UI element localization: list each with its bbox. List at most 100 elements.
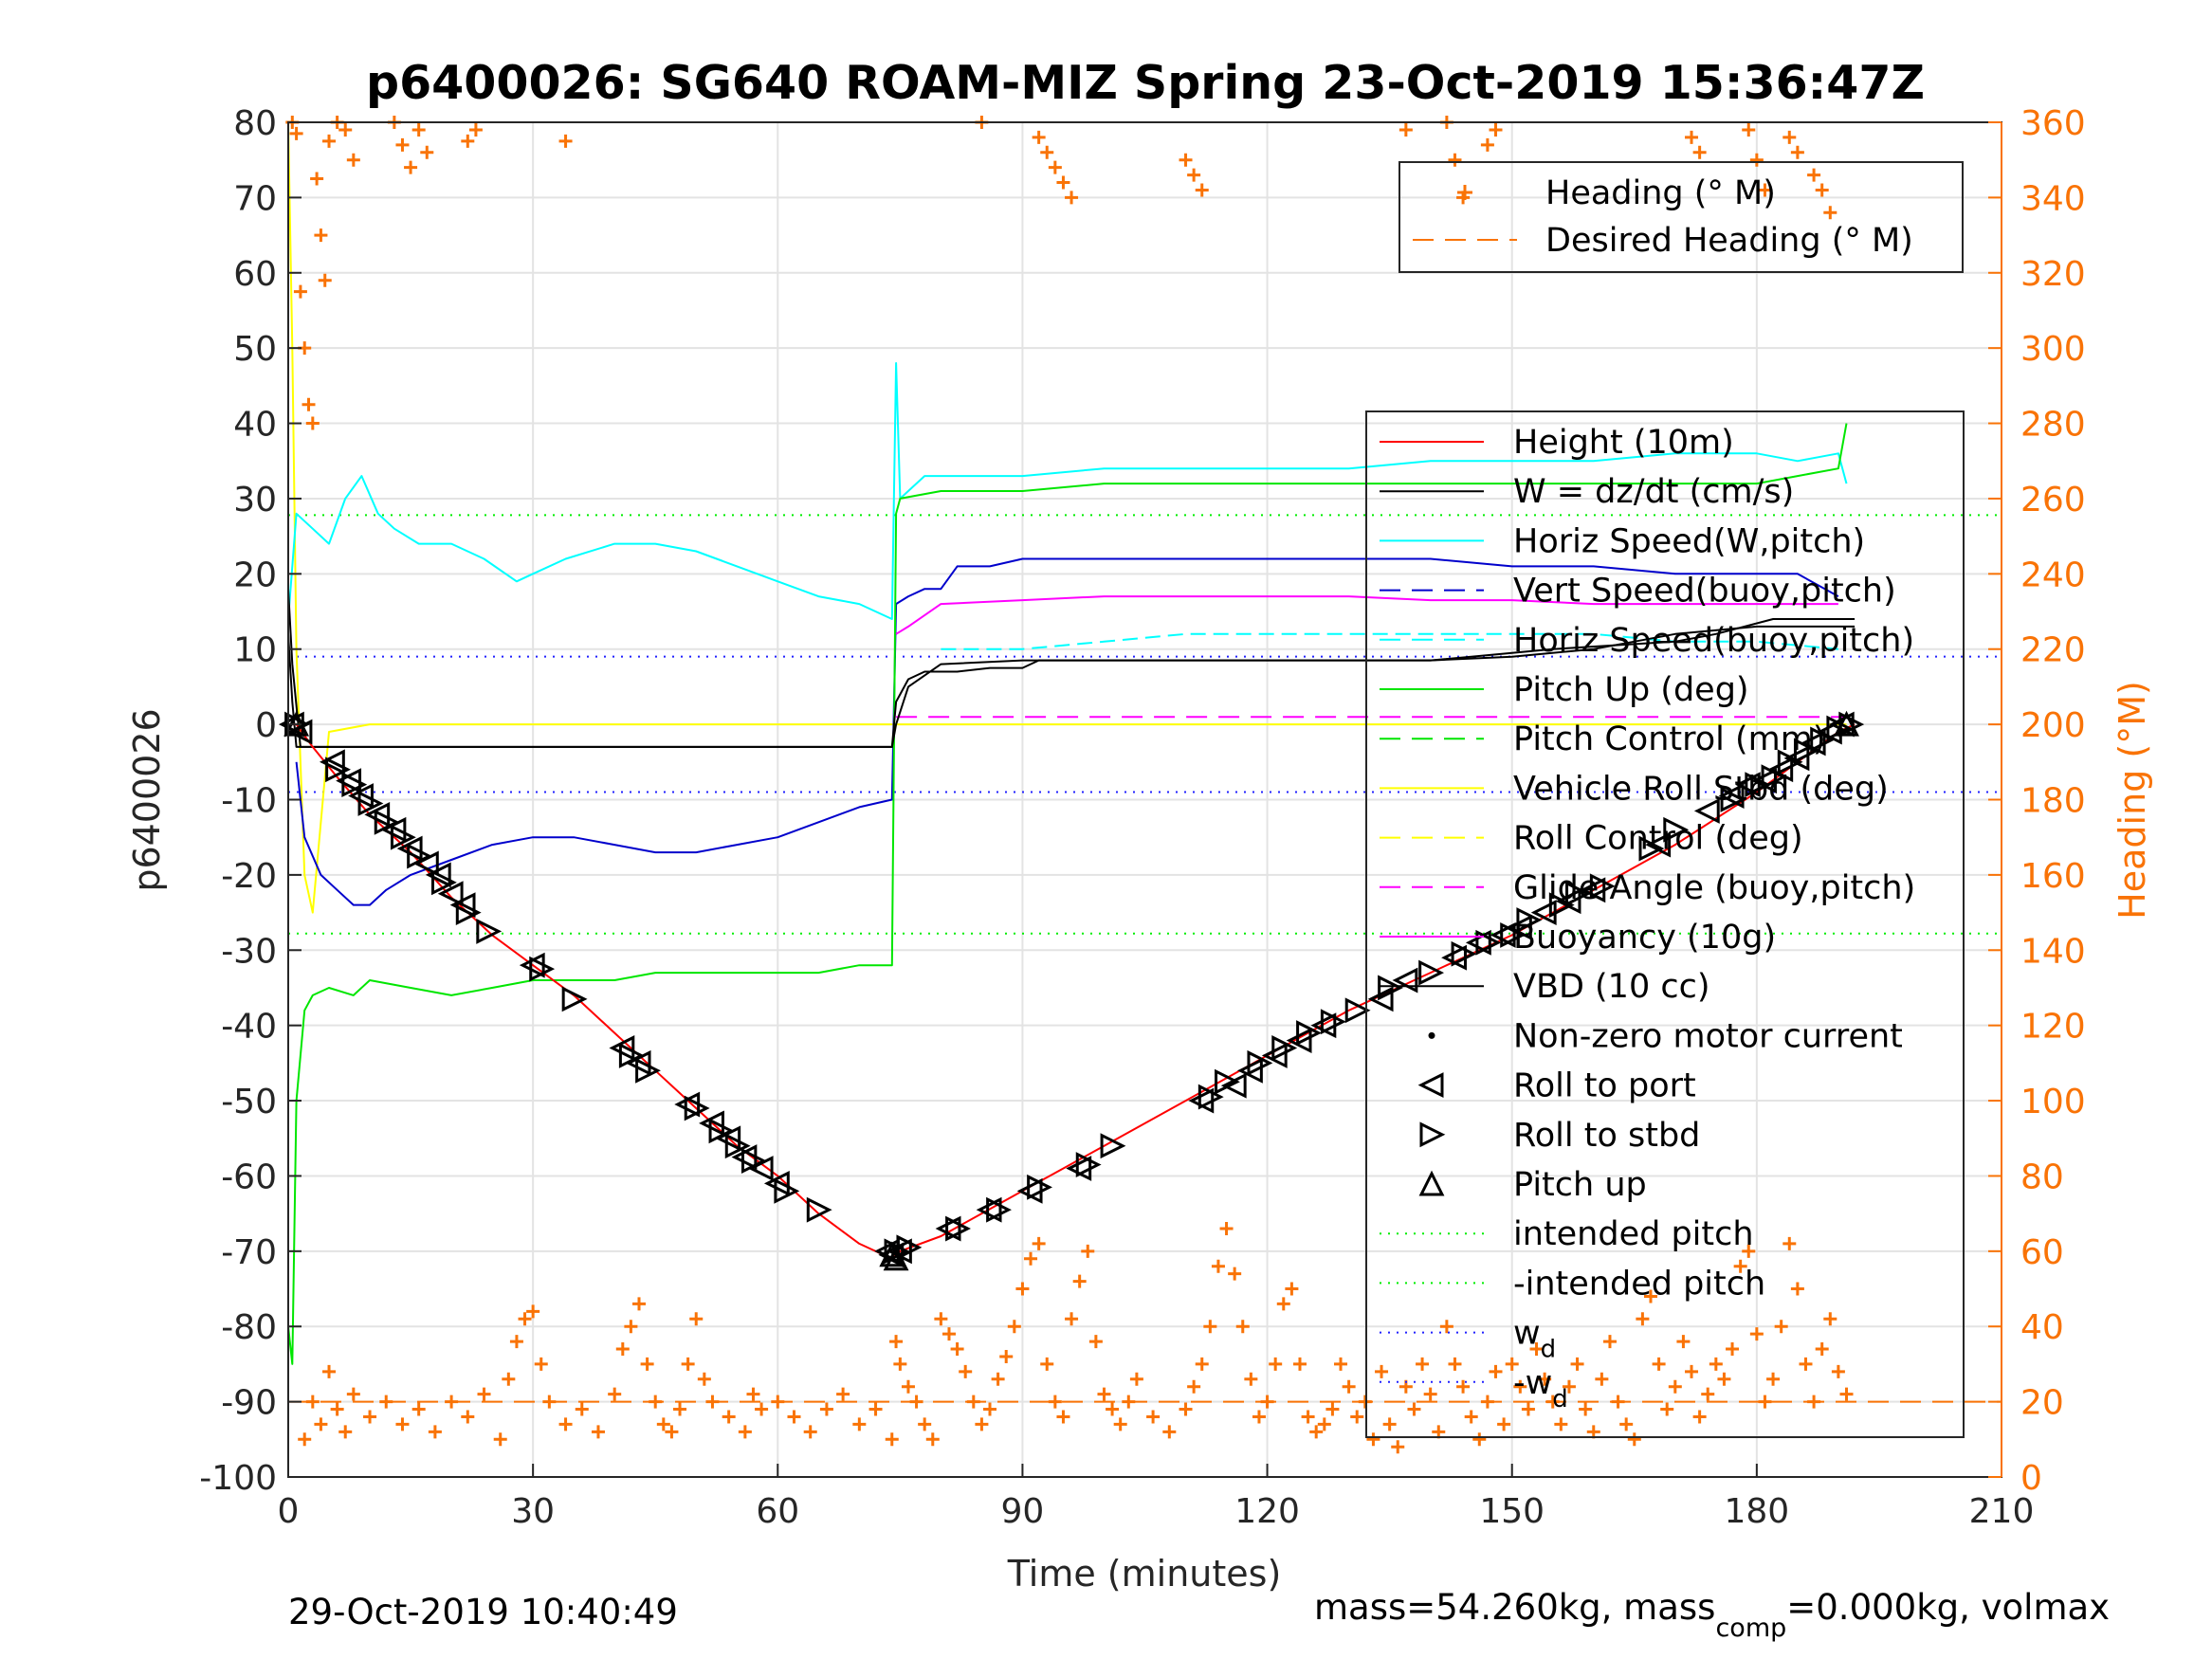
heading-marker (404, 160, 418, 174)
heading-marker (941, 1327, 956, 1341)
heading-marker (1448, 153, 1462, 167)
heading-marker (395, 137, 410, 152)
heading-marker (1489, 1364, 1503, 1378)
heading-marker (1513, 1379, 1527, 1394)
heading-marker (1228, 1267, 1242, 1281)
roll-stbd-marker (407, 843, 433, 869)
heading-marker (925, 1432, 940, 1447)
heading-marker (624, 1320, 638, 1334)
y-right-tick-label: 300 (2020, 330, 2086, 369)
heading-marker (608, 1387, 622, 1401)
heading-marker (1040, 1357, 1054, 1371)
roll-stbd-marker (1027, 1174, 1052, 1200)
heading-marker (975, 1417, 989, 1431)
roll-port-marker (609, 1035, 635, 1061)
legend-swatch (1428, 1031, 1435, 1039)
heading-marker (1627, 1432, 1641, 1447)
roll-stbd-marker (945, 1215, 971, 1242)
legend-label: Roll to port (1513, 1067, 1696, 1105)
series-buoyancy (895, 595, 1838, 635)
heading-marker (1269, 1357, 1283, 1371)
heading-marker (1097, 1387, 1111, 1401)
heading-marker (1692, 1410, 1707, 1424)
heading-marker (493, 1432, 507, 1447)
y-tick-label: 10 (233, 631, 277, 670)
heading-marker (1235, 1320, 1250, 1334)
y-tick-label: 0 (255, 706, 277, 745)
heading-marker (1807, 168, 1821, 182)
heading-marker (1048, 160, 1062, 174)
y-axis-label-right: Heading (°M) (2111, 681, 2153, 920)
legend-label: Roll to stbd (1513, 1117, 1700, 1155)
heading-marker (338, 122, 353, 137)
series-horiz-speed (287, 362, 1848, 620)
heading-marker (1317, 1417, 1331, 1431)
heading-marker (1602, 1335, 1617, 1349)
heading-marker (1040, 145, 1054, 159)
heading-marker (959, 1364, 973, 1378)
heading-marker (656, 1417, 670, 1431)
heading-marker (502, 1372, 516, 1386)
roll-stbd-marker (1548, 892, 1575, 919)
roll-stbd-marker (635, 1057, 661, 1084)
heading-marker (615, 1342, 630, 1357)
heading-marker (1423, 1387, 1437, 1401)
y-right-tick-label: 220 (2020, 631, 2086, 670)
heading-marker (461, 134, 475, 148)
heading-marker (934, 1312, 948, 1326)
heading-marker (819, 1402, 833, 1416)
series-vert-speed (295, 557, 1839, 906)
heading-marker (1709, 1357, 1723, 1371)
heading-marker (1292, 1357, 1307, 1371)
heading-marker (1685, 130, 1699, 144)
heading-marker (1048, 1395, 1062, 1409)
heading-marker (1480, 137, 1494, 152)
heading-marker (1758, 183, 1772, 197)
heading-marker (428, 1425, 442, 1439)
legend-label: Non-zero motor current (1513, 1017, 1903, 1055)
heading-marker (575, 1402, 589, 1416)
heading-marker (1113, 1417, 1127, 1431)
heading-marker (445, 1395, 459, 1409)
roll-port-marker (449, 892, 476, 919)
heading-marker (787, 1410, 801, 1424)
heading-marker (314, 228, 328, 243)
heading-marker (1619, 1417, 1634, 1431)
heading-marker (1260, 1395, 1274, 1409)
heading-marker (1823, 206, 1837, 220)
x-axis-label: Time (minutes) (1007, 1553, 1282, 1595)
heading-marker (420, 145, 434, 159)
heading-marker (983, 1402, 997, 1416)
heading-marker (1456, 1379, 1471, 1394)
y-tick-label: 30 (233, 481, 277, 520)
legend-label-sub: d (1541, 1336, 1557, 1364)
roll-stbd-marker (1745, 772, 1771, 798)
heading-marker (1195, 1357, 1209, 1371)
roll-stbd-marker (1565, 881, 1591, 907)
x-tick-label: 60 (756, 1492, 799, 1531)
y-right-tick-label: 260 (2020, 481, 2086, 520)
heading-marker (1129, 1372, 1143, 1386)
heading-marker (1358, 1395, 1372, 1409)
heading-marker (1782, 1236, 1797, 1250)
heading-marker (1538, 1372, 1552, 1386)
heading-marker (1065, 1312, 1079, 1326)
heading-marker (1032, 130, 1046, 144)
roll-stbd-marker (986, 1196, 1012, 1223)
footer-mass-tail: =0.000kg, volmax (1786, 1587, 2110, 1628)
roll-stbd-marker (455, 900, 482, 926)
legend-heading: Heading (° M) Desired Heading (° M) (1398, 161, 1964, 273)
roll-stbd-marker (1215, 1068, 1240, 1095)
heading-marker (771, 1395, 785, 1409)
roll-stbd-marker (1475, 929, 1502, 956)
heading-marker (1056, 1410, 1070, 1424)
heading-marker (558, 134, 573, 148)
footer-mass-sub: comp (1715, 1613, 1786, 1643)
roll-stbd-marker (1516, 907, 1543, 933)
heading-marker (893, 1357, 907, 1371)
heading-marker (1179, 1402, 1193, 1416)
heading-marker (558, 1417, 573, 1431)
heading-marker (363, 1410, 377, 1424)
heading-marker (1407, 1402, 1421, 1416)
